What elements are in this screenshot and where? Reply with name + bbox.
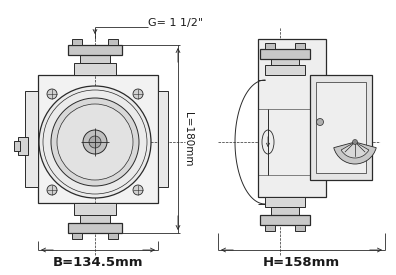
Bar (25, 91, 38, 187)
Bar (14, 141, 20, 151)
Bar (18, 137, 28, 155)
Bar (271, 207, 299, 215)
Bar (258, 39, 326, 197)
Circle shape (316, 119, 324, 125)
Circle shape (89, 136, 101, 148)
Circle shape (83, 130, 107, 154)
Bar (265, 43, 275, 49)
Bar (265, 65, 305, 75)
Bar (108, 39, 118, 45)
Bar (158, 91, 168, 187)
Bar (265, 197, 305, 207)
Bar (68, 223, 122, 233)
Bar (72, 233, 82, 239)
Circle shape (133, 89, 143, 99)
Circle shape (47, 89, 57, 99)
Bar (74, 63, 116, 75)
Bar (260, 49, 310, 59)
Bar (265, 225, 275, 231)
Circle shape (39, 86, 151, 198)
Wedge shape (334, 142, 376, 164)
Circle shape (51, 98, 139, 186)
Text: G= 1 1/2": G= 1 1/2" (148, 18, 203, 28)
Circle shape (133, 185, 143, 195)
Bar (295, 43, 305, 49)
Bar (310, 75, 372, 180)
Bar (80, 215, 110, 223)
Bar (80, 55, 110, 63)
Circle shape (352, 139, 358, 144)
Bar (74, 203, 116, 215)
Wedge shape (341, 142, 369, 158)
Bar (38, 75, 158, 203)
Text: L=180mm: L=180mm (183, 112, 193, 166)
Circle shape (57, 104, 133, 180)
Bar (108, 233, 118, 239)
Bar (295, 225, 305, 231)
Circle shape (47, 185, 57, 195)
Bar (68, 45, 122, 55)
Bar (72, 39, 82, 45)
Bar (316, 82, 366, 173)
Bar (260, 215, 310, 225)
Bar (271, 59, 299, 65)
Text: H=158mm: H=158mm (263, 257, 340, 269)
Text: B=134.5mm: B=134.5mm (53, 257, 143, 269)
